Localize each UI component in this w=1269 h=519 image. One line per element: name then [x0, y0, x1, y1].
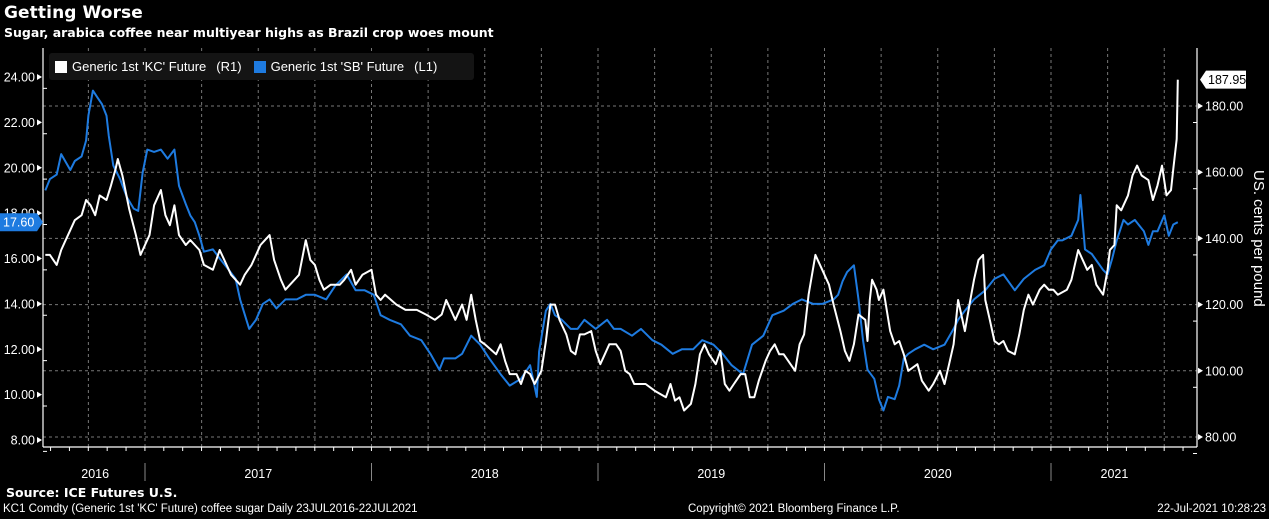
axes	[42, 48, 1198, 448]
legend-label-kc: Generic 1st 'KC' Future	[72, 59, 207, 74]
gridlines	[43, 48, 1197, 447]
series-line-kc	[45, 79, 1179, 412]
timestamp: 22-Jul-2021 10:28:23	[1157, 503, 1266, 515]
left-tick-marker	[37, 346, 42, 353]
chart-title: Getting Worse	[4, 3, 143, 23]
series-line-sb	[44, 89, 1179, 412]
right-tick-label: 120.00	[1205, 298, 1243, 312]
right-tick-marker	[1198, 434, 1203, 440]
left-tick-label: 22.00	[4, 116, 35, 130]
legend-swatch-kc	[55, 60, 67, 73]
x-tick-label: 2017	[244, 467, 272, 481]
left-tick-marker	[37, 437, 42, 444]
right-tick-marker	[1198, 169, 1203, 176]
source-note: Source: ICE Futures U.S.	[6, 485, 178, 500]
legend-item-sb[interactable]: Generic 1st 'SB' Future (L1)	[253, 59, 438, 74]
left-last-value-label: 17.60	[3, 216, 34, 230]
x-tick-label: 2018	[471, 467, 499, 481]
right-axis-ticks: 180.00 160.00 140.00 120.00 100.00 80.00	[1193, 100, 1243, 454]
left-tick-label: 20.00	[4, 161, 35, 175]
left-axis-ticks: 24.0022.0020.0018.0016.0014.0012.0010.00…	[4, 71, 47, 452]
x-tick-label: 2019	[697, 467, 725, 481]
x-tick-label: 2016	[81, 467, 109, 481]
left-tick-marker	[37, 391, 42, 398]
left-tick-marker	[37, 210, 42, 217]
legend: Generic 1st 'KC' Future (R1) Generic 1st…	[49, 53, 474, 80]
x-axis-ticks	[50, 447, 1184, 451]
left-tick-marker	[37, 164, 42, 171]
left-tick-marker	[37, 119, 42, 126]
right-tick-label: 160.00	[1205, 166, 1243, 180]
right-last-value-label: 187.95	[1208, 73, 1246, 87]
left-tick-marker	[37, 300, 42, 307]
left-tick-label: 10.00	[4, 388, 35, 402]
right-tick-marker	[1198, 367, 1203, 374]
copyright: Copyright© 2021 Bloomberg Finance L.P.	[688, 503, 900, 515]
left-tick-marker	[37, 74, 42, 80]
ticker-description: KC1 Comdty (Generic 1st 'KC' Future) cof…	[3, 503, 418, 515]
right-tick-marker	[1198, 103, 1203, 109]
right-tick-label: 80.00	[1205, 431, 1236, 445]
legend-axis-tag-sb: (L1)	[414, 59, 438, 74]
x-tick-label: 2020	[924, 467, 952, 481]
right-tick-marker	[1198, 235, 1203, 242]
legend-axis-tag-kc: (R1)	[216, 59, 242, 74]
left-tick-label: 12.00	[4, 343, 35, 357]
year-separators: 2016 2017 2018 2019 2020 2021	[81, 463, 1128, 481]
last-value-badges: 17.60 187.95	[0, 70, 1246, 232]
legend-label-sb: Generic 1st 'SB' Future	[270, 59, 405, 74]
left-tick-label: 14.00	[4, 297, 35, 311]
left-tick-marker	[37, 255, 42, 262]
right-last-value-badge	[1200, 70, 1246, 89]
left-tick-label: 24.00	[4, 71, 35, 85]
series-lines	[44, 79, 1179, 412]
legend-item-kc[interactable]: Generic 1st 'KC' Future (R1)	[55, 59, 242, 74]
chart-subtitle: Sugar, arabica coffee near multiyear hig…	[4, 25, 494, 40]
left-last-value-badge	[0, 213, 43, 232]
legend-swatch-sb	[253, 60, 266, 73]
right-tick-label: 140.00	[1205, 232, 1243, 246]
left-tick-label: 16.00	[4, 252, 35, 266]
right-tick-marker	[1198, 301, 1203, 308]
x-tick-label: 2021	[1101, 467, 1129, 481]
right-tick-label: 180.00	[1205, 100, 1243, 114]
left-tick-label: 8.00	[11, 434, 35, 448]
right-tick-label: 100.00	[1205, 364, 1243, 378]
right-axis-label: US. cents per pound	[1250, 170, 1267, 307]
